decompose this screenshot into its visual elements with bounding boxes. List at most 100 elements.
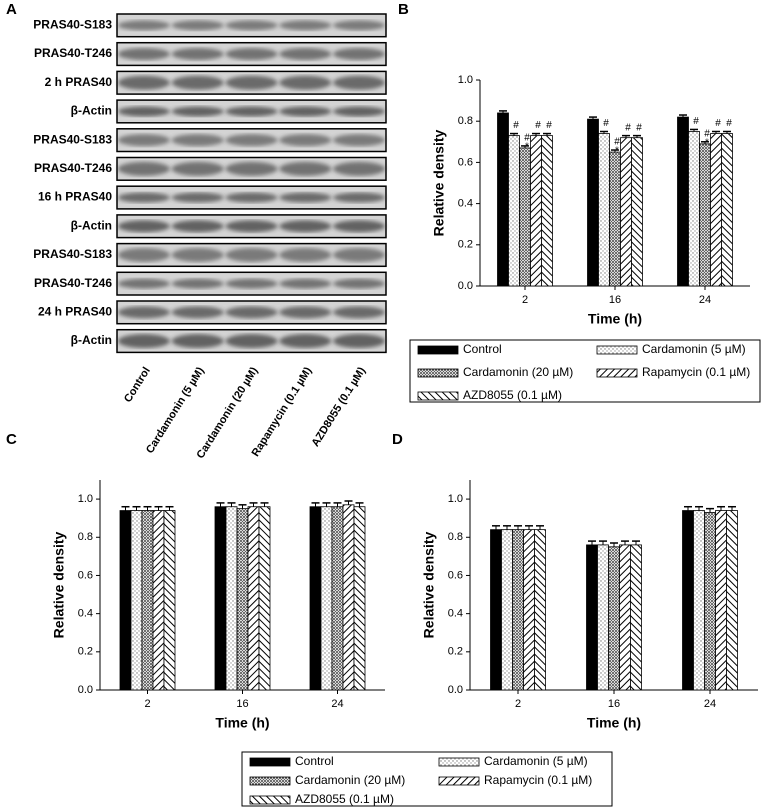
y-tick-label: 0.0	[458, 280, 473, 292]
panel-label: D	[392, 431, 403, 448]
legend-swatch	[438, 776, 480, 786]
blot-band	[225, 334, 278, 349]
x-tick-label: 2	[515, 698, 521, 710]
bar	[682, 510, 694, 691]
x-tick-label: 24	[699, 294, 711, 306]
bar	[677, 116, 689, 287]
legend-label: AZD8055 (0.1 µM)	[463, 388, 562, 402]
blot-band	[117, 134, 170, 147]
x-tick-label: 24	[704, 698, 716, 710]
blot-band	[171, 334, 224, 349]
bar	[587, 118, 599, 287]
blot-band	[333, 334, 386, 349]
blot-row-label: PRAS40-S183	[33, 18, 112, 32]
panel-label: C	[6, 431, 17, 448]
significance-mark: #	[614, 137, 620, 148]
bar	[699, 143, 711, 287]
blot-band	[225, 306, 278, 319]
significance-mark: *	[525, 142, 529, 153]
bar	[141, 510, 154, 691]
y-tick-label: 0.4	[448, 608, 463, 620]
legend-swatch	[249, 795, 291, 805]
blot-row-label: β-Actin	[71, 333, 112, 347]
significance-mark: #	[513, 120, 519, 131]
legend-label: Rapamycin (0.1 µM)	[484, 773, 592, 787]
bar	[225, 506, 238, 691]
blot-band	[333, 192, 386, 203]
legend-swatch	[417, 345, 459, 355]
blot-band	[333, 161, 386, 176]
significance-mark: #	[524, 133, 530, 144]
significance-mark: #	[693, 116, 699, 127]
blot-row-label: 24 h PRAS40	[38, 305, 112, 319]
significance-mark: *	[705, 137, 709, 148]
y-tick-label: 1.0	[78, 493, 93, 505]
significance-mark: #	[636, 122, 642, 133]
bar	[247, 506, 260, 691]
blot-band	[279, 334, 332, 349]
bar	[534, 529, 546, 691]
bar	[721, 133, 733, 287]
blot-band	[171, 48, 224, 61]
blot-row-label: β-Actin	[71, 218, 112, 232]
blot-band	[279, 134, 332, 147]
legend-label: Cardamonin (20 µM)	[295, 773, 405, 787]
bar	[512, 529, 524, 691]
y-tick-label: 1.0	[458, 74, 473, 86]
y-tick-label: 0.8	[458, 115, 473, 127]
legend-swatch	[596, 368, 638, 378]
blot-band	[117, 48, 170, 61]
blot-band	[333, 306, 386, 319]
blot-band	[171, 75, 224, 90]
blot-band	[117, 278, 170, 289]
blot-lane-label: Cardamonin (20 µM)	[195, 365, 261, 461]
blot-band	[279, 20, 332, 31]
significance-mark: #	[603, 118, 609, 129]
bar	[258, 506, 271, 691]
blot-band	[225, 192, 278, 203]
blot-band	[171, 247, 224, 262]
blot-row-label: 16 h PRAS40	[38, 190, 112, 204]
y-tick-label: 0.6	[448, 569, 463, 581]
y-axis-label: Relative density	[421, 531, 437, 638]
blot-lane-label: AZD8055 (0.1 µM)	[310, 365, 369, 449]
bar	[710, 133, 722, 287]
significance-mark: #	[546, 120, 552, 131]
bar	[309, 506, 322, 691]
blot-lane-label: Control	[122, 365, 153, 405]
y-tick-label: 0.6	[78, 569, 93, 581]
blot-lane-label: Rapamycin (0.1 µM)	[250, 365, 315, 459]
blot-band	[117, 334, 170, 349]
legend-label: Control	[463, 342, 502, 356]
blot-row-label: PRAS40-T246	[34, 276, 112, 290]
bar	[530, 135, 542, 287]
blot-band	[225, 106, 278, 117]
blot-band	[279, 220, 332, 233]
blot-band	[117, 306, 170, 319]
bar	[331, 506, 344, 691]
blot-band	[171, 192, 224, 203]
blot-band	[117, 75, 170, 90]
bar	[523, 529, 535, 691]
significance-mark: #	[715, 118, 721, 129]
legend-box	[409, 339, 761, 403]
blot-band	[279, 161, 332, 176]
blot-band	[171, 20, 224, 31]
x-axis-label: Time (h)	[587, 715, 641, 731]
bar	[631, 137, 643, 287]
blot-band	[225, 161, 278, 176]
blot-band	[117, 20, 170, 31]
bar	[519, 147, 531, 287]
legend-swatch	[417, 391, 459, 401]
blot-band	[171, 278, 224, 289]
blot-band	[171, 161, 224, 176]
y-tick-label: 0.0	[448, 684, 463, 696]
blot-band	[333, 220, 386, 233]
blot-band	[333, 48, 386, 61]
y-tick-label: 1.0	[448, 493, 463, 505]
blot-band	[333, 247, 386, 262]
significance-mark: #	[625, 122, 631, 133]
blot-band	[333, 106, 386, 117]
blot-band	[279, 278, 332, 289]
